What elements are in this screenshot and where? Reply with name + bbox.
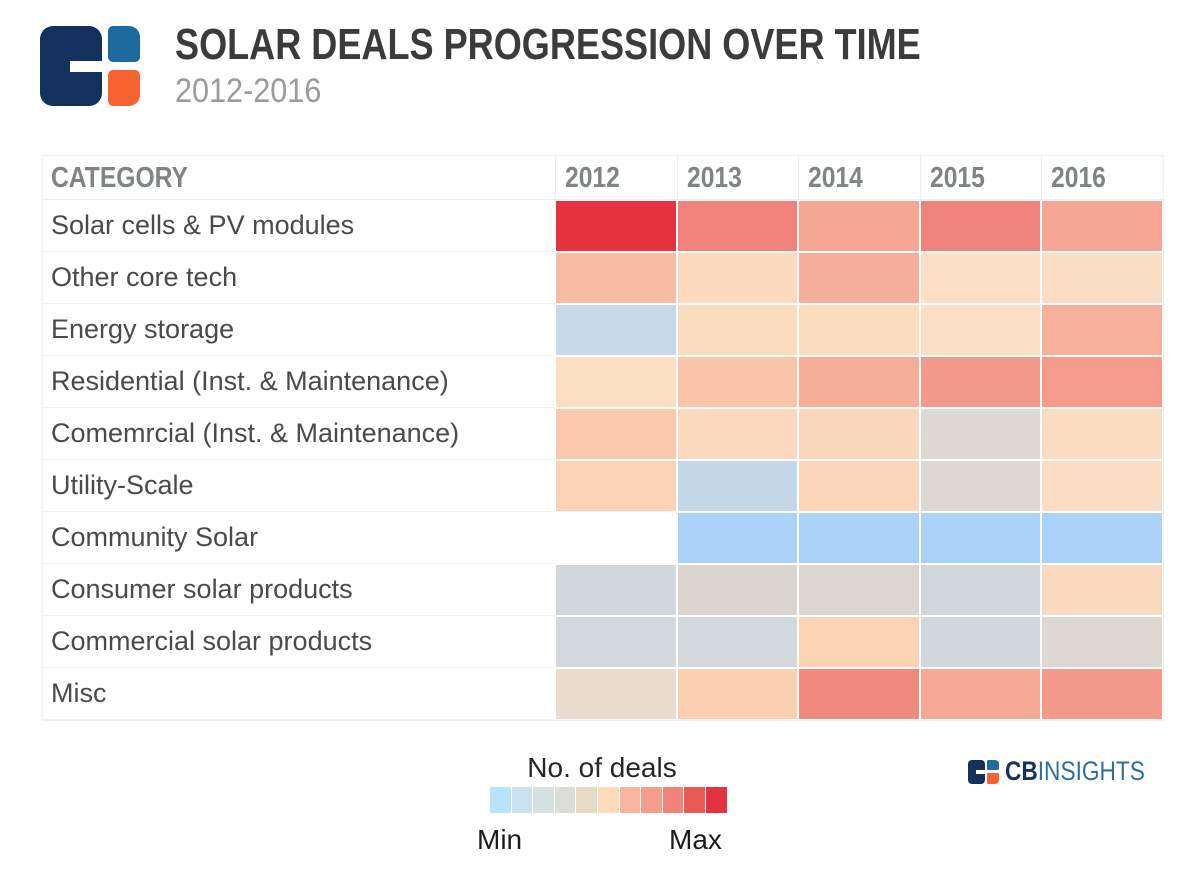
logo-notch bbox=[70, 61, 102, 72]
category-label: Comemrcial (Inst. & Maintenance) bbox=[43, 408, 555, 460]
legend-min-label: Min bbox=[477, 824, 523, 855]
heat-cell bbox=[919, 668, 1042, 720]
category-label: Commercial solar products bbox=[43, 616, 555, 668]
heat-cell bbox=[798, 200, 920, 252]
category-label: Community Solar bbox=[43, 512, 555, 564]
heat-cell bbox=[676, 460, 799, 512]
heat-cell bbox=[555, 408, 677, 460]
heat-cell bbox=[919, 304, 1042, 356]
column-header-2012: 2012 bbox=[555, 156, 677, 200]
heat-cell bbox=[1041, 512, 1163, 564]
logo-orange-square bbox=[108, 70, 140, 106]
cbinsights-wordmark: CBINSIGHTS bbox=[968, 756, 1172, 787]
heat-cell bbox=[798, 616, 920, 668]
legend-swatch bbox=[490, 787, 511, 813]
heat-cell bbox=[919, 616, 1042, 668]
heatmap-table: CATEGORY 2012 2013 2014 2015 2016 Solar … bbox=[42, 155, 1164, 721]
heat-cell bbox=[555, 512, 677, 564]
legend-colorbar bbox=[490, 787, 727, 813]
heat-cell bbox=[798, 512, 920, 564]
heat-cell bbox=[1041, 304, 1163, 356]
logo-blue-square bbox=[108, 26, 140, 62]
logo-orange-square bbox=[987, 772, 999, 784]
heat-cell bbox=[1041, 200, 1163, 252]
column-header-2015: 2015 bbox=[919, 156, 1042, 200]
heat-cell bbox=[676, 252, 799, 304]
category-label: Other core tech bbox=[43, 252, 555, 304]
heat-cell bbox=[555, 564, 677, 616]
legend-swatch bbox=[533, 787, 554, 813]
heat-cell bbox=[555, 616, 677, 668]
heat-cell bbox=[919, 408, 1042, 460]
heat-cell bbox=[919, 512, 1042, 564]
heat-cell bbox=[798, 460, 920, 512]
heat-cell bbox=[798, 408, 920, 460]
legend-swatch bbox=[619, 787, 641, 813]
column-header-category: CATEGORY bbox=[43, 156, 555, 200]
heat-cell bbox=[798, 252, 920, 304]
column-header-2013: 2013 bbox=[676, 156, 799, 200]
legend-swatch bbox=[662, 787, 684, 813]
brand-text: CBINSIGHTS bbox=[1005, 756, 1145, 787]
legend-swatch bbox=[684, 787, 705, 813]
legend-swatch bbox=[511, 787, 533, 813]
heat-cell bbox=[798, 668, 920, 720]
legend-swatch bbox=[576, 787, 597, 813]
heat-cell bbox=[676, 564, 799, 616]
category-label: Consumer solar products bbox=[43, 564, 555, 616]
heat-cell bbox=[676, 668, 799, 720]
heat-cell bbox=[555, 356, 677, 408]
logo-notch bbox=[976, 769, 985, 774]
logo-blue-square bbox=[987, 759, 999, 770]
legend-max-label: Max bbox=[669, 824, 722, 855]
brand-cb: CB bbox=[1005, 756, 1038, 786]
category-label: Solar cells & PV modules bbox=[43, 200, 555, 252]
heat-cell bbox=[555, 200, 677, 252]
heat-cell bbox=[1041, 668, 1163, 720]
legend-swatch bbox=[554, 787, 576, 813]
heat-cell bbox=[1041, 460, 1163, 512]
legend-swatch bbox=[597, 787, 619, 813]
column-header-2014: 2014 bbox=[798, 156, 920, 200]
heat-cell bbox=[676, 304, 799, 356]
heat-cell bbox=[555, 668, 677, 720]
category-label: Utility-Scale bbox=[43, 460, 555, 512]
heat-cell bbox=[1041, 356, 1163, 408]
heat-cell bbox=[555, 460, 677, 512]
heat-cell bbox=[676, 200, 799, 252]
cbinsights-logo-icon bbox=[40, 26, 140, 106]
category-label: Energy storage bbox=[43, 304, 555, 356]
page-subtitle: 2012-2016 bbox=[175, 72, 322, 110]
heat-cell bbox=[919, 356, 1042, 408]
column-header-2016: 2016 bbox=[1041, 156, 1163, 200]
heat-cell bbox=[676, 512, 799, 564]
legend-swatch bbox=[641, 787, 662, 813]
heat-cell bbox=[798, 564, 920, 616]
heat-cell bbox=[676, 408, 799, 460]
heat-cell bbox=[1041, 408, 1163, 460]
cbinsights-logo-small-icon bbox=[968, 759, 999, 784]
heat-cell bbox=[676, 616, 799, 668]
heat-cell bbox=[1041, 564, 1163, 616]
heat-cell bbox=[919, 252, 1042, 304]
category-label: Misc bbox=[43, 668, 555, 720]
heat-cell bbox=[1041, 252, 1163, 304]
brand-insights: INSIGHTS bbox=[1037, 756, 1145, 786]
heat-cell bbox=[555, 252, 677, 304]
page-title: SOLAR DEALS PROGRESSION OVER TIME bbox=[175, 20, 921, 69]
heat-cell bbox=[919, 200, 1042, 252]
heat-cell bbox=[919, 460, 1042, 512]
heat-cell bbox=[676, 356, 799, 408]
heat-cell bbox=[1041, 616, 1163, 668]
heat-cell bbox=[555, 304, 677, 356]
legend-title: No. of deals bbox=[527, 752, 677, 783]
legend-swatch bbox=[705, 787, 727, 813]
heat-cell bbox=[919, 564, 1042, 616]
heat-cell bbox=[798, 356, 920, 408]
heat-cell bbox=[798, 304, 920, 356]
category-label: Residential (Inst. & Maintenance) bbox=[43, 356, 555, 408]
